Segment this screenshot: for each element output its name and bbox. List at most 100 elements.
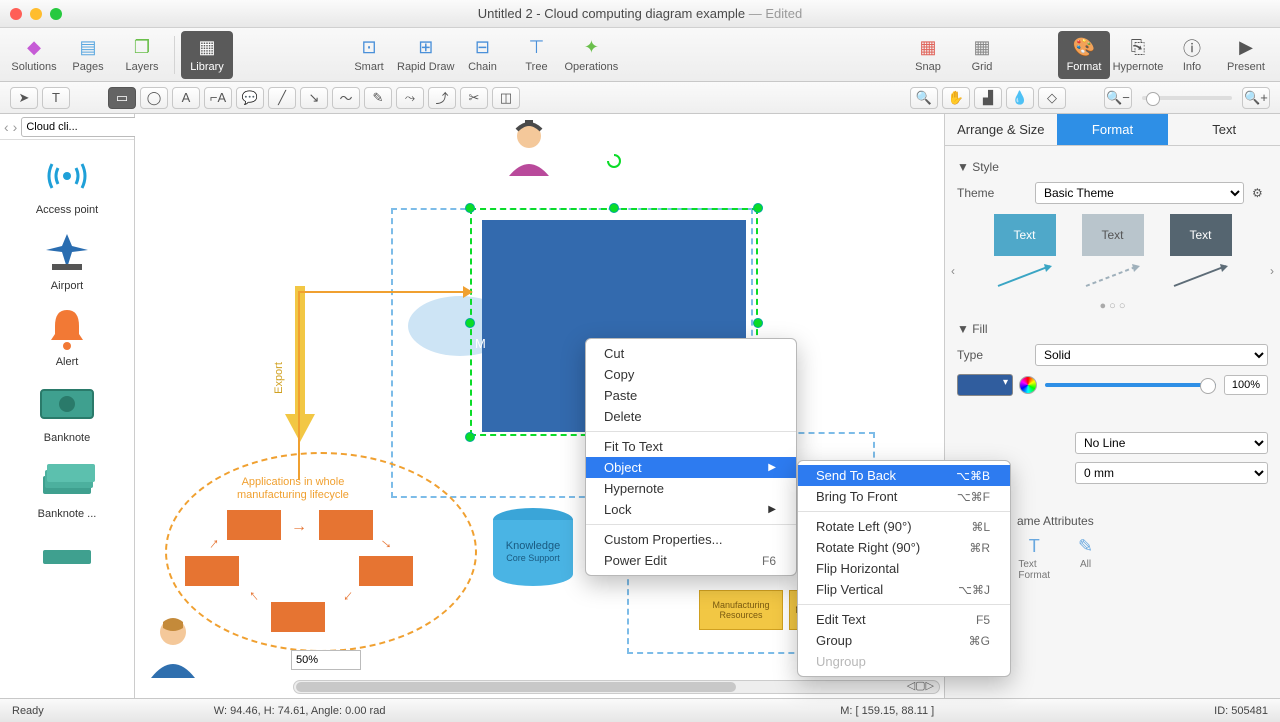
color-wheel-icon[interactable] — [1019, 376, 1037, 394]
layers-button[interactable]: ❐Layers — [116, 31, 168, 79]
rapiddraw-button[interactable]: ⊞Rapid Draw — [397, 31, 454, 79]
menu-item[interactable]: Send To Back⌥⌘B — [798, 465, 1010, 486]
handle-ne[interactable] — [753, 203, 763, 213]
theme-swatch-2[interactable]: Text — [1076, 214, 1150, 290]
label-tool[interactable]: ⌐A — [204, 87, 232, 109]
menu-item[interactable]: Custom Properties... — [586, 529, 796, 550]
line-style-select[interactable]: No Line — [1075, 432, 1268, 454]
theme-select[interactable]: Basic Theme — [1035, 182, 1244, 204]
chain-button[interactable]: ⊟Chain — [456, 31, 508, 79]
select-tool[interactable]: ➤ — [10, 87, 38, 109]
lib-item-airport[interactable]: Airport — [0, 222, 134, 298]
lifecycle-node[interactable] — [185, 556, 239, 586]
text-tool[interactable]: T — [42, 87, 70, 109]
lib-item-extra[interactable] — [0, 526, 134, 586]
menu-item[interactable]: Hypernote — [586, 478, 796, 499]
search-tool[interactable]: 🔍 — [910, 87, 938, 109]
context-menu[interactable]: CutCopyPasteDelete Fit To TextObject▶Hype… — [585, 338, 797, 576]
lifecycle-node[interactable] — [319, 510, 373, 540]
opacity-input[interactable] — [1224, 375, 1268, 395]
handle-n[interactable] — [609, 203, 619, 213]
stamp-tool[interactable]: ▟ — [974, 87, 1002, 109]
menu-item[interactable]: Edit TextF5 — [798, 609, 1010, 630]
minimize-window[interactable] — [30, 8, 42, 20]
opacity-slider[interactable] — [1045, 383, 1216, 387]
line-tool[interactable]: ╱ — [268, 87, 296, 109]
lifecycle-node[interactable] — [359, 556, 413, 586]
hypernote-button[interactable]: ⎘Hypernote — [1112, 31, 1164, 79]
menu-item[interactable]: Rotate Right (90°)⌘R — [798, 537, 1010, 558]
nav-fwd-icon[interactable]: › — [13, 119, 18, 135]
smart-button[interactable]: ⊡Smart — [343, 31, 395, 79]
tab-arrange[interactable]: Arrange & Size — [945, 114, 1057, 145]
pages-button[interactable]: ▤Pages — [62, 31, 114, 79]
menu-item[interactable]: Flip Horizontal — [798, 558, 1010, 579]
lib-item-alert[interactable]: Alert — [0, 298, 134, 374]
h-scrollbar[interactable] — [293, 680, 940, 694]
zoom-in[interactable]: 🔍+ — [1242, 87, 1270, 109]
tab-text[interactable]: Text — [1168, 114, 1280, 145]
pen-tool[interactable]: ✎ — [364, 87, 392, 109]
lib-item-access-point[interactable]: Access point — [0, 146, 134, 222]
tree-button[interactable]: ⊤Tree — [510, 31, 562, 79]
context-submenu[interactable]: Send To Back⌥⌘BBring To Front⌥⌘F Rotate L… — [797, 460, 1011, 677]
menu-item[interactable]: Cut — [586, 343, 796, 364]
lifecycle-node[interactable] — [271, 602, 325, 632]
snap-button[interactable]: ▦Snap — [902, 31, 954, 79]
zoom-window[interactable] — [50, 8, 62, 20]
zoom-slider[interactable] — [1142, 96, 1232, 100]
attr-text-format[interactable]: TText Format — [1018, 536, 1050, 581]
hand-tool[interactable]: ✋ — [942, 87, 970, 109]
theme-swatch-1[interactable]: Text — [988, 214, 1062, 290]
fill-color-button[interactable] — [957, 374, 1013, 396]
lib-item-banknote-stack[interactable]: Banknote ... — [0, 450, 134, 526]
curve-tool[interactable]: 〜 — [332, 87, 360, 109]
gear-icon[interactable]: ⚙ — [1252, 186, 1268, 200]
handle-e[interactable] — [753, 318, 763, 328]
callout-tool[interactable]: 💬 — [236, 87, 264, 109]
page-nav-icon[interactable]: ◁▢▷ — [907, 679, 934, 692]
info-button[interactable]: ⓘInfo — [1166, 31, 1218, 79]
zoom-out[interactable]: 🔍− — [1104, 87, 1132, 109]
format-button[interactable]: 🎨Format — [1058, 31, 1110, 79]
attr-all[interactable]: ✎All — [1078, 536, 1093, 581]
menu-item[interactable]: Power EditF6 — [586, 550, 796, 571]
menu-item[interactable]: Object▶ — [586, 457, 796, 478]
lifecycle-node[interactable] — [227, 510, 281, 540]
spline-tool[interactable]: ⤴ — [428, 87, 456, 109]
menu-item[interactable]: Rotate Left (90°)⌘L — [798, 516, 1010, 537]
menu-item[interactable]: Lock▶ — [586, 499, 796, 520]
menu-item[interactable]: Bring To Front⌥⌘F — [798, 486, 1010, 507]
nav-back-icon[interactable]: ‹ — [4, 119, 9, 135]
present-button[interactable]: ▶Present — [1220, 31, 1272, 79]
menu-item[interactable]: Paste — [586, 385, 796, 406]
menu-item[interactable]: Delete — [586, 406, 796, 427]
shape-tool[interactable]: ◫ — [492, 87, 520, 109]
library-button[interactable]: ▦Library — [181, 31, 233, 79]
fill-type-select[interactable]: Solid — [1035, 344, 1268, 366]
rounding-select[interactable]: 0 mm — [1075, 462, 1268, 484]
grid-button[interactable]: ▦Grid — [956, 31, 1008, 79]
rect-tool[interactable]: ▭ — [108, 87, 136, 109]
theme-swatch-3[interactable]: Text — [1164, 214, 1238, 290]
zoom-input[interactable] — [291, 650, 361, 670]
menu-item[interactable]: Group⌘G — [798, 630, 1010, 651]
menu-item[interactable]: Copy — [586, 364, 796, 385]
edit-tool[interactable]: ✂ — [460, 87, 488, 109]
arrow-tool[interactable]: ↘ — [300, 87, 328, 109]
mfg-resources[interactable]: ManufacturingResources — [699, 590, 783, 630]
menu-item[interactable]: Fit To Text — [586, 436, 796, 457]
operations-button[interactable]: ✦Operations — [564, 31, 618, 79]
tab-format[interactable]: Format — [1057, 114, 1169, 145]
close-window[interactable] — [10, 8, 22, 20]
lib-item-banknote[interactable]: Banknote — [0, 374, 134, 450]
eraser-tool[interactable]: ◇ — [1038, 87, 1066, 109]
textbox-tool[interactable]: A — [172, 87, 200, 109]
solutions-button[interactable]: ◆Solutions — [8, 31, 60, 79]
connector-tool[interactable]: ⤳ — [396, 87, 424, 109]
knowledge-db[interactable]: KnowledgeCore Support — [491, 508, 575, 591]
eyedropper-tool[interactable]: 💧 — [1006, 87, 1034, 109]
menu-item[interactable]: Flip Vertical⌥⌘J — [798, 579, 1010, 600]
ellipse-tool[interactable]: ◯ — [140, 87, 168, 109]
handle-nw[interactable] — [465, 203, 475, 213]
